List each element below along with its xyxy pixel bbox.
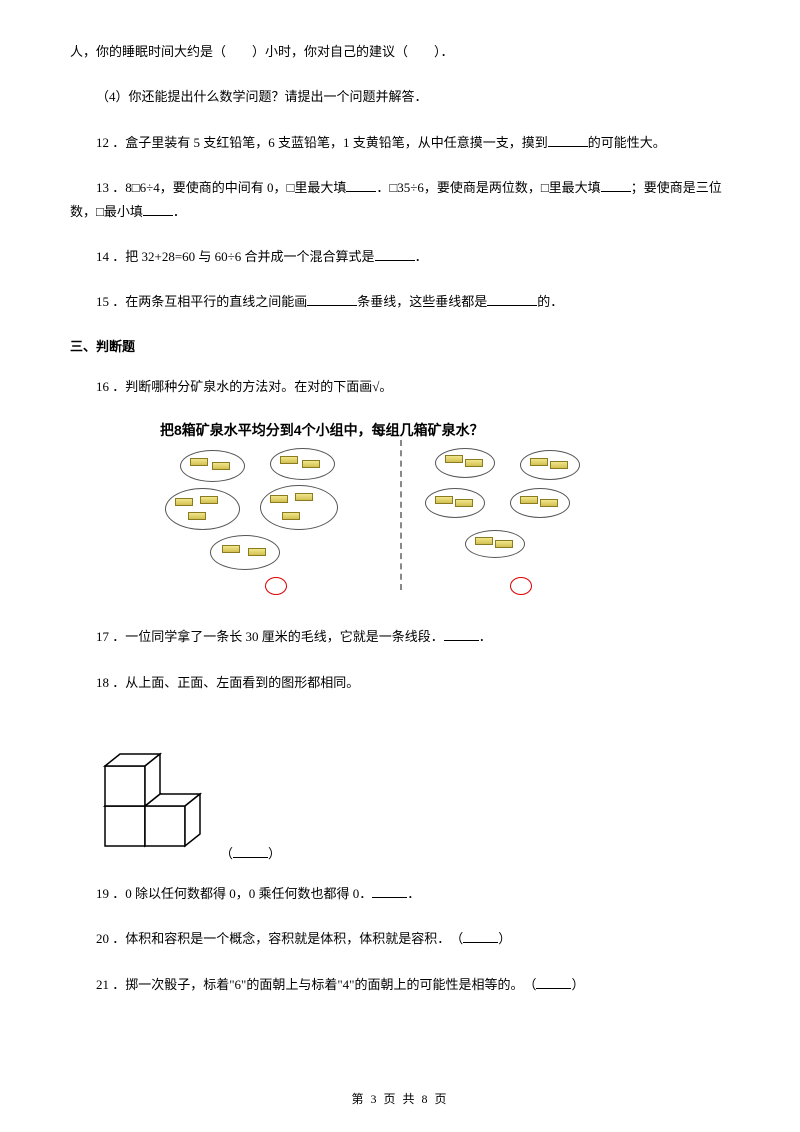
question-18: 18 ．从上面、正面、左面看到的图形都相同。 <box>70 671 730 694</box>
q15-blank-2 <box>487 293 537 306</box>
q19-a: 19 ．0 除以任何数都得 0，0 乘任何数也都得 0． <box>96 886 372 901</box>
page-footer: 第 3 页 共 8 页 <box>0 1090 800 1107</box>
question-14: 14 ．把 32+28=60 与 60÷6 合并成一个混合算式是 ． <box>70 245 730 268</box>
q14-blank <box>375 248 415 261</box>
red-circle-left <box>265 577 287 595</box>
q18-cube-figure <box>100 716 220 856</box>
q12-text-b: 的可能性大。 <box>588 135 666 150</box>
q13-b: ．□35÷6，要使商是两位数，□里最大填 <box>376 180 600 195</box>
q15-a: 15 ．在两条互相平行的直线之间能画 <box>96 294 307 309</box>
question-4: （4）你还能提出什么数学问题？请提出一个问题并解答． <box>70 85 730 108</box>
question-19: 19 ．0 除以任何数都得 0，0 乘任何数也都得 0． ． <box>70 882 730 905</box>
q13-blank-1 <box>346 179 376 192</box>
q16-figure: 把8箱矿泉水平均分到4个小组中，每组几箱矿泉水？ <box>70 420 730 600</box>
q12-text-a: 12 ．盒子里装有 5 支红铅笔，6 支蓝铅笔，1 支黄铅笔，从中任意摸一支，摸… <box>96 135 548 150</box>
q20-b: ） <box>498 931 511 946</box>
q20-a: 20 ．体积和容积是一个概念，容积就是体积，体积就是容积． （ <box>96 931 463 946</box>
q15-b: 条垂线，这些垂线都是 <box>357 294 487 309</box>
question-16: 16 ．判断哪种分矿泉水的方法对。在对的下面画√。 <box>70 375 730 398</box>
q19-blank <box>372 885 407 898</box>
q20-blank <box>463 930 498 943</box>
q13-d: ． <box>173 204 186 219</box>
q13-a: 13 ．8□6÷4，要使商的中间有 0，□里最大填 <box>96 180 346 195</box>
q21-blank <box>536 976 571 989</box>
question-13: 13 ．8□6÷4，要使商的中间有 0，□里最大填 ．□35÷6，要使商是两位数，… <box>70 176 730 223</box>
q13-blank-2 <box>601 179 631 192</box>
q18-paren-b: ） <box>268 846 281 861</box>
q15-blank-1 <box>307 293 357 306</box>
q14-a: 14 ．把 32+28=60 与 60÷6 合并成一个混合算式是 <box>96 249 375 264</box>
q18-blank <box>233 845 268 858</box>
q17-b: ． <box>479 629 492 644</box>
q16-left-method <box>150 440 400 595</box>
q14-b: ． <box>415 249 428 264</box>
q19-b: ． <box>407 886 420 901</box>
question-12: 12 ．盒子里装有 5 支红铅笔，6 支蓝铅笔，1 支黄铅笔，从中任意摸一支，摸… <box>70 131 730 154</box>
top-continuation-line: 人，你的睡眠时间大约是（ ）小时，你对自己的建议（ ）． <box>70 40 730 63</box>
question-15: 15 ．在两条互相平行的直线之间能画 条垂线，这些垂线都是 的． <box>70 290 730 313</box>
q17-a: 17 ．一位同学拿了一条长 30 厘米的毛线，它就是一条线段． <box>96 629 444 644</box>
q16-right-method <box>400 440 650 595</box>
section-3-title: 三、判断题 <box>70 336 730 355</box>
question-20: 20 ．体积和容积是一个概念，容积就是体积，体积就是容积． （ ） <box>70 927 730 950</box>
red-circle-right <box>510 577 532 595</box>
q21-a: 21 ．掷一次骰子，标着"6"的面朝上与标着"4"的面朝上的可能性是相等的。 （ <box>96 977 536 992</box>
cube-svg-icon <box>100 716 220 856</box>
q16-figure-title: 把8箱矿泉水平均分到4个小组中，每组几箱矿泉水？ <box>150 420 650 440</box>
q13-blank-3 <box>143 203 173 216</box>
q18-paren-a: （ <box>220 846 233 861</box>
q12-blank <box>548 134 588 147</box>
q17-blank <box>444 628 479 641</box>
question-17: 17 ．一位同学拿了一条长 30 厘米的毛线，它就是一条线段． ． <box>70 625 730 648</box>
question-21: 21 ．掷一次骰子，标着"6"的面朝上与标着"4"的面朝上的可能性是相等的。 （… <box>70 973 730 996</box>
q15-c: 的． <box>537 294 563 309</box>
q21-b: ） <box>571 977 584 992</box>
